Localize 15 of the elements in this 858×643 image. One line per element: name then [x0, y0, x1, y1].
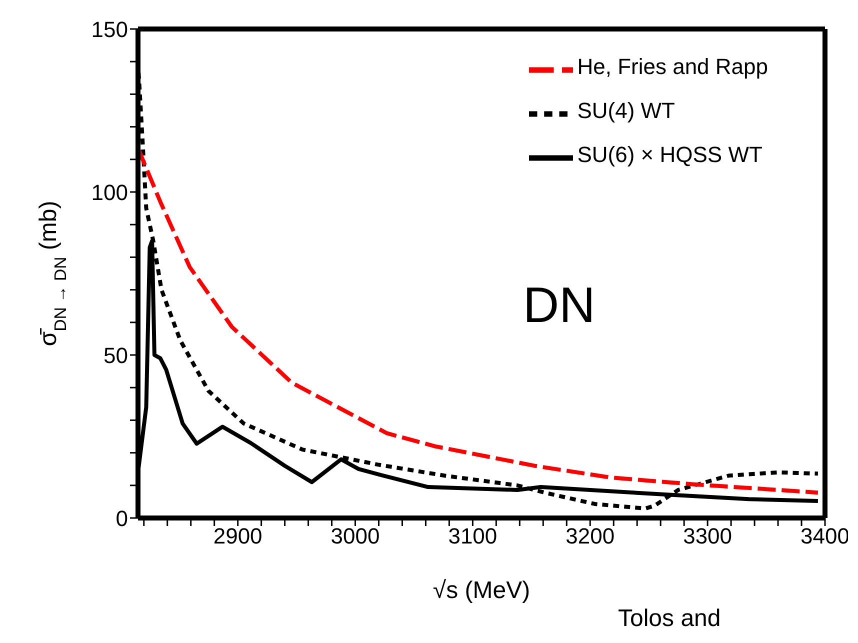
x-axis-title: √s (MeV) [432, 577, 530, 604]
y-tick-label: 50 [104, 342, 128, 368]
x-tick-label: 3300 [683, 524, 732, 549]
annotation: DN [523, 276, 596, 334]
y-tick-label: 100 [91, 180, 128, 205]
text: Tolos and [618, 605, 721, 633]
y-tick-label: 150 [91, 16, 128, 42]
x-tick-label: 3100 [448, 524, 498, 549]
legend-label: He, Fries and Rapp [577, 54, 768, 80]
x-tick-label: 2900 [213, 524, 262, 549]
legend-label: SU(6) × HQSS WT [577, 142, 762, 168]
legend-label: SU(4) WT [577, 98, 675, 124]
y-tick-label: 0 [116, 506, 128, 531]
x-tick-label: 3200 [566, 524, 615, 549]
x-tick-label: 3000 [330, 524, 380, 549]
